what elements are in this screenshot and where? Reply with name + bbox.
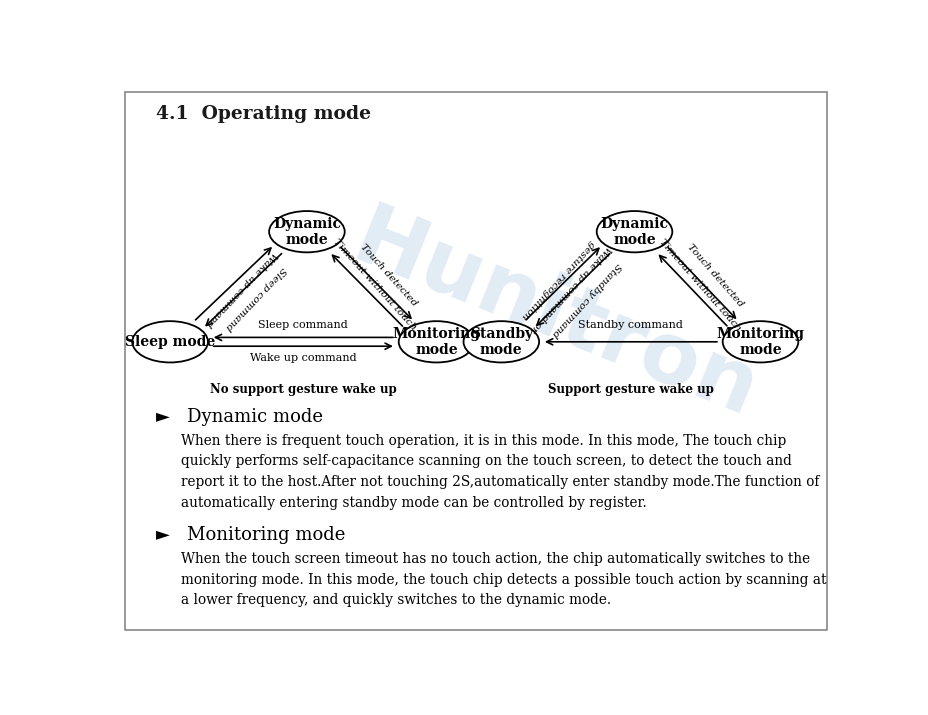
- Ellipse shape: [722, 321, 797, 363]
- Text: Sleep command: Sleep command: [223, 265, 287, 332]
- Ellipse shape: [398, 321, 474, 363]
- Text: 4.1  Operating mode: 4.1 Operating mode: [156, 105, 370, 123]
- Text: Hunitron: Hunitron: [341, 198, 768, 435]
- Text: Standby command: Standby command: [549, 261, 622, 339]
- Text: ►   Dynamic mode: ► Dynamic mode: [156, 408, 322, 426]
- Text: Standby
mode: Standby mode: [470, 327, 533, 357]
- Text: Wake up command or: Wake up command or: [528, 244, 612, 333]
- Ellipse shape: [132, 321, 208, 363]
- Text: Wake up command: Wake up command: [250, 353, 356, 363]
- Text: When there is frequent touch operation, it is in this mode. In this mode, The to: When there is frequent touch operation, …: [181, 434, 818, 510]
- Text: Touch detected: Touch detected: [684, 242, 744, 308]
- Ellipse shape: [269, 211, 344, 252]
- Text: Monitoring
mode: Monitoring mode: [393, 327, 480, 357]
- Text: Support gesture wake up: Support gesture wake up: [548, 383, 713, 396]
- Text: Sleep mode: Sleep mode: [125, 335, 215, 349]
- Ellipse shape: [596, 211, 672, 252]
- Text: Standby command: Standby command: [578, 320, 683, 330]
- Text: No support gesture wake up: No support gesture wake up: [210, 383, 396, 396]
- Text: Sleep command: Sleep command: [258, 320, 348, 330]
- Text: Dynamic
mode: Dynamic mode: [599, 217, 668, 247]
- Text: ►   Monitoring mode: ► Monitoring mode: [156, 526, 344, 544]
- Text: Wake up command: Wake up command: [203, 250, 278, 327]
- Text: Touch detected: Touch detected: [358, 242, 419, 307]
- Ellipse shape: [463, 321, 538, 363]
- Text: Dynamic
mode: Dynamic mode: [273, 217, 341, 247]
- Text: Monitoring
mode: Monitoring mode: [715, 327, 804, 357]
- Text: Timeout without touch: Timeout without touch: [331, 237, 417, 332]
- Text: Timeout without touch: Timeout without touch: [657, 237, 742, 332]
- Text: When the touch screen timeout has no touch action, the chip automatically switch: When the touch screen timeout has no tou…: [181, 552, 826, 607]
- Text: gesture recognition: gesture recognition: [520, 239, 596, 321]
